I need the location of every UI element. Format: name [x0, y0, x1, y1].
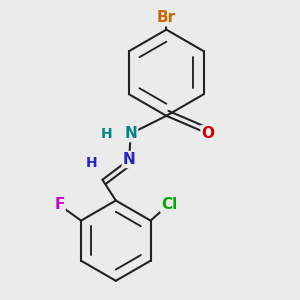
Text: O: O — [202, 126, 214, 141]
Text: Cl: Cl — [161, 196, 177, 211]
Text: N: N — [123, 152, 136, 167]
Text: Br: Br — [157, 10, 176, 25]
Text: F: F — [54, 197, 64, 212]
Text: H: H — [101, 127, 113, 141]
Text: N: N — [124, 126, 137, 141]
Text: H: H — [86, 156, 98, 170]
